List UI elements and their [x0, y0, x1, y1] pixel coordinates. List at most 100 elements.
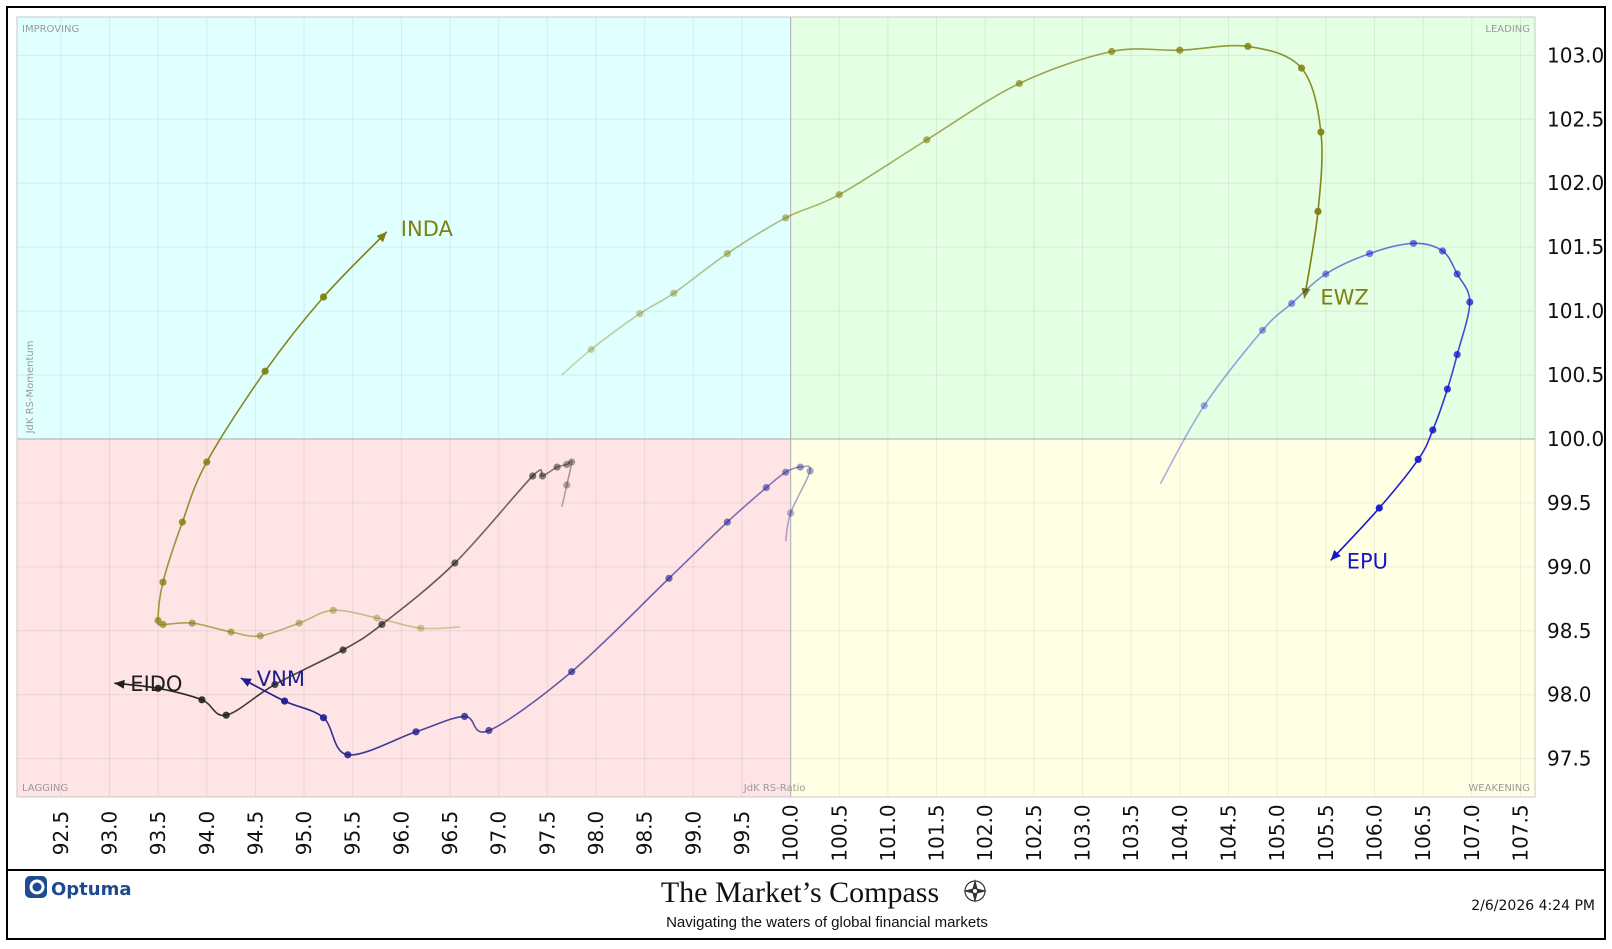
data-point [563, 481, 571, 489]
y-tick-label: 100.5 [1547, 363, 1604, 387]
data-point [665, 574, 673, 582]
arrowhead [114, 679, 125, 689]
quadrant-lagging [17, 438, 791, 797]
series-label: EWZ [1320, 285, 1368, 309]
series-segment [566, 461, 573, 486]
x-tick-label: 101.0 [876, 804, 900, 861]
data-point [1015, 79, 1023, 88]
data-point [281, 697, 289, 705]
series-segment [1018, 50, 1112, 85]
series-segment [376, 617, 421, 629]
x-tick-label: 104.5 [1216, 804, 1240, 861]
data-point [1409, 239, 1417, 247]
series-segment [420, 626, 460, 630]
x-tick-label: 97.5 [535, 811, 559, 856]
data-point [1453, 351, 1461, 359]
series-segment [488, 671, 573, 732]
x-axis-label: JdK RS-Ratio [743, 783, 806, 794]
data-point [271, 680, 279, 689]
series-layer: EWZ EPU INDA EIDO VNM [114, 42, 1474, 759]
data-point [670, 289, 678, 297]
data-point [1466, 298, 1474, 306]
data-point [1453, 270, 1461, 278]
footer-title: The Market’s Compass [661, 876, 939, 909]
x-tick-label: 95.5 [341, 811, 365, 856]
data-point [782, 468, 790, 476]
data-point [568, 668, 576, 676]
data-point [319, 293, 328, 301]
data-point [1414, 455, 1422, 463]
optuma-logo-mark [29, 879, 45, 895]
x-tick-label: 98.0 [584, 811, 608, 856]
series-eido: EIDO [114, 458, 576, 719]
x-tick-label: 99.0 [681, 811, 705, 856]
series-segment [181, 461, 208, 523]
x-tick-label: 105.5 [1314, 804, 1338, 861]
series-segment [1203, 329, 1264, 407]
data-point [1443, 385, 1451, 393]
data-point [796, 463, 804, 471]
quadrant-weakening [790, 438, 1535, 797]
series-segment [838, 139, 928, 196]
x-tick-label: 98.5 [633, 811, 657, 856]
series-segment [1179, 44, 1249, 51]
series-segment [1300, 67, 1322, 133]
series-segment [785, 193, 840, 219]
x-tick-label: 96.5 [438, 811, 462, 856]
series-segment [1456, 302, 1471, 355]
series-segment [264, 296, 325, 372]
data-point [373, 614, 381, 622]
series-epu: EPU [1159, 239, 1474, 573]
data-point [339, 646, 347, 654]
series-segment [785, 466, 801, 473]
x-tick-label: 107.0 [1460, 804, 1484, 861]
data-point [378, 620, 386, 629]
arrowhead [376, 231, 387, 243]
x-tick-label: 94.5 [243, 811, 267, 856]
y-tick-labels: 97.5 98.0 98.5 99.0 99.5 100.0 100.5 101.0 101.5… [1547, 43, 1604, 770]
data-point [563, 460, 571, 469]
quadrant-leading [790, 17, 1535, 439]
center-axes [17, 17, 1535, 797]
x-tick-label: 100.5 [827, 804, 851, 861]
data-point [227, 628, 235, 636]
data-point [178, 518, 186, 526]
data-point [835, 191, 843, 199]
data-point [417, 624, 425, 632]
data-point [782, 214, 790, 222]
series-segment [726, 217, 787, 255]
data-point [1108, 47, 1116, 56]
x-tick-label: 103.0 [1071, 804, 1095, 861]
y-tick-label: 101.5 [1547, 235, 1604, 259]
y-tick-label: 99.0 [1547, 555, 1592, 579]
data-point [451, 559, 459, 567]
x-tick-label: 107.5 [1508, 804, 1532, 861]
x-tick-labels: 92.5 93.0 93.5 94.0 94.5 95.0 95.5 96.0 96.5 97.0… [49, 804, 1533, 861]
footer-timestamp: 2/6/2026 4:24 PM [1471, 898, 1595, 914]
x-tick-label: 102.0 [973, 804, 997, 861]
data-point [1366, 250, 1374, 258]
x-tick-label: 92.5 [49, 811, 73, 856]
x-tick-label: 103.5 [1119, 804, 1143, 861]
data-point [1314, 207, 1322, 215]
compass-rose-icon [963, 879, 987, 903]
series-segment [561, 348, 592, 376]
x-tick-label: 104.0 [1168, 804, 1192, 861]
series-segment [274, 649, 344, 686]
data-point [787, 509, 795, 517]
data-point [806, 467, 814, 475]
series-segment [784, 512, 792, 542]
series-segment [333, 609, 378, 619]
series-segment [206, 370, 266, 463]
data-point [529, 472, 537, 480]
series-segment [347, 731, 417, 756]
series-segment [1317, 132, 1323, 212]
data-point [412, 728, 420, 736]
x-tick-label: 95.0 [292, 811, 316, 856]
y-tick-label: 98.5 [1547, 619, 1592, 643]
series-segment [800, 465, 812, 472]
quadrant-label-lagging: LAGGING [22, 783, 68, 794]
x-tick-label: 100.0 [779, 804, 803, 861]
y-tick-label: 97.5 [1547, 747, 1592, 771]
series-label: EIDO [130, 672, 182, 696]
